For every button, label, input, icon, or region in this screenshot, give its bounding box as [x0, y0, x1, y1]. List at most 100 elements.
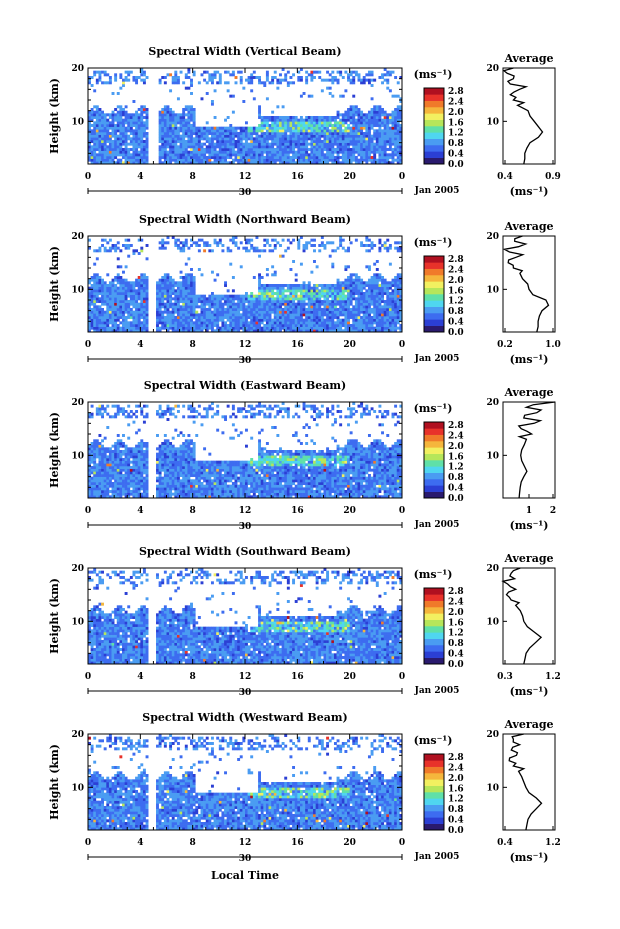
heatmap-cell	[242, 318, 246, 322]
heatmap-cell	[116, 273, 120, 277]
heatmap-cell	[367, 70, 371, 74]
heatmap-cell	[347, 161, 350, 165]
heatmap-cell	[213, 148, 217, 151]
heatmap-cell	[305, 153, 309, 157]
heatmap-cell	[106, 305, 110, 309]
heatmap-cell	[349, 108, 353, 111]
heatmap-cell	[158, 292, 162, 295]
heatmap-cell	[289, 126, 293, 130]
heatmap-cell	[137, 145, 141, 149]
heatmap-cell	[250, 324, 254, 327]
heatmap-cell	[388, 116, 392, 119]
heatmap-cell	[294, 292, 298, 295]
heatmap-cell	[373, 321, 377, 325]
heatmap-cell	[313, 132, 316, 135]
heatmap-cell	[284, 78, 288, 82]
heatmap-cell	[184, 108, 188, 111]
heatmap-cell	[221, 249, 225, 253]
heatmap-cell	[169, 116, 173, 119]
heatmap-cell	[195, 161, 199, 165]
heatmap-cell	[305, 76, 309, 79]
heatmap-cell	[101, 134, 104, 138]
heatmap-cell	[258, 310, 261, 314]
heatmap-cell	[286, 246, 290, 250]
date-label: Jan 2005	[414, 186, 460, 196]
heatmap-cell	[297, 286, 301, 290]
heatmap-cell	[106, 294, 110, 298]
heatmap-cell	[263, 297, 267, 301]
heatmap-cell	[286, 81, 290, 85]
heatmap-cell	[375, 134, 379, 138]
heatmap-cell	[239, 321, 243, 325]
heatmap-cell	[339, 145, 343, 149]
heatmap-cell	[98, 158, 102, 162]
heatmap-cell	[362, 305, 366, 309]
heatmap-cell	[119, 249, 123, 253]
heatmap-cell	[276, 145, 280, 149]
heatmap-cell	[234, 134, 238, 138]
heatmap-cell	[108, 137, 112, 141]
heatmap-cell	[190, 148, 193, 151]
heatmap-cell	[250, 137, 254, 141]
heatmap-cell	[378, 110, 382, 114]
heatmap-cell	[292, 310, 296, 314]
heatmap-cell	[127, 313, 131, 317]
heatmap-cell	[386, 124, 390, 127]
heatmap-cell	[365, 236, 369, 239]
heatmap-cell	[323, 246, 327, 250]
heatmap-cell	[88, 300, 91, 303]
heatmap-cell	[142, 78, 146, 82]
heatmap-cell	[289, 241, 293, 245]
heatmap-cell	[339, 321, 343, 325]
heatmap-cell	[313, 302, 316, 306]
heatmap-cell	[357, 73, 361, 77]
heatmap-cell	[239, 302, 243, 306]
heatmap-cell	[341, 302, 345, 306]
heatmap-cell	[250, 142, 254, 146]
heatmap-cell	[281, 116, 285, 119]
heatmap-cell	[284, 318, 288, 322]
heatmap-cell	[218, 326, 222, 330]
x-tick-label: 4	[137, 172, 143, 182]
heatmap-cell	[399, 273, 403, 277]
heatmap-cell	[347, 284, 350, 287]
heatmap-cell	[208, 316, 212, 319]
heatmap-cell	[331, 300, 335, 303]
heatmap-cell	[187, 68, 191, 71]
heatmap-cell	[375, 142, 379, 146]
heatmap-cell	[388, 118, 392, 122]
heatmap-cell	[229, 302, 233, 306]
heatmap-cell	[129, 129, 133, 133]
heatmap-cell	[190, 118, 193, 122]
heatmap-cell	[210, 300, 214, 303]
heatmap-cell	[158, 158, 162, 162]
heatmap-cell	[388, 145, 392, 149]
heatmap-cell	[213, 134, 217, 138]
heatmap-cell	[268, 316, 272, 319]
heatmap-cell	[310, 316, 314, 319]
heatmap-cell	[341, 150, 345, 154]
heatmap-cell	[234, 140, 238, 143]
heatmap-cell	[124, 302, 128, 306]
heatmap-cell	[182, 316, 186, 319]
heatmap-cell	[276, 310, 280, 314]
heatmap-cell	[326, 142, 330, 146]
heatmap-cell	[375, 137, 379, 141]
heatmap-cell	[331, 294, 335, 298]
heatmap-cell	[307, 297, 311, 301]
heatmap-cell	[216, 302, 220, 306]
heatmap-cell	[396, 289, 400, 293]
heatmap-cell	[258, 281, 261, 285]
heatmap-cell	[88, 412, 91, 416]
heatmap-cell	[302, 161, 306, 165]
heatmap-cell	[176, 246, 180, 250]
heatmap-cell	[127, 137, 131, 141]
heatmap-cell	[213, 310, 217, 314]
heatmap-cell	[331, 148, 335, 151]
heatmap-cell	[140, 105, 144, 109]
heatmap-cell	[190, 129, 193, 133]
heatmap-cell	[108, 76, 112, 79]
heatmap-cell	[297, 244, 301, 247]
heatmap-cell	[292, 302, 296, 306]
heatmap-cell	[341, 76, 345, 79]
